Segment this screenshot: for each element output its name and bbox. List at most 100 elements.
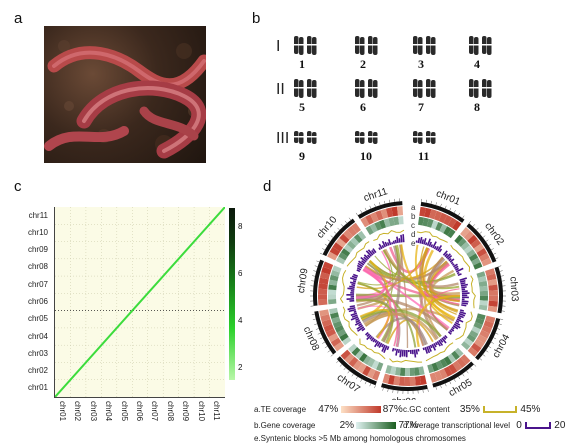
- circos-chr-label: chr01: [434, 188, 462, 208]
- circos-gene-bin: [358, 352, 368, 363]
- circos-gene-bin: [475, 317, 485, 325]
- circos-gene-bin: [439, 358, 448, 368]
- circos-gene-bin: [479, 300, 488, 306]
- circos-te-bin: [347, 226, 357, 237]
- circos-expr-bar: [348, 308, 356, 313]
- circos-tick: [449, 381, 452, 385]
- circos-tick: [473, 364, 477, 367]
- circos-tick: [458, 376, 461, 380]
- dotplot-x-label: chr05: [119, 401, 129, 422]
- circos-te-bin: [470, 238, 482, 249]
- colorbar-tick: 2: [238, 363, 243, 373]
- dotplot-y-label: chr05: [27, 314, 48, 324]
- circos-tick: [440, 203, 442, 207]
- circos-expr-bar: [457, 316, 462, 320]
- legend-expr-symbol: [525, 422, 552, 430]
- dotplot-y-label: chr06: [27, 297, 48, 306]
- chromosome-number-6: 6: [360, 100, 366, 114]
- circos-tick: [337, 227, 340, 231]
- circos-te-bin: [319, 309, 330, 317]
- circos-te-bin: [357, 362, 367, 374]
- chromosome-number-9: 9: [299, 149, 305, 163]
- circos-ideogram-chr09: [313, 259, 324, 306]
- circos-expr-bar: [356, 267, 362, 271]
- dotplot-x-label: chr07: [150, 401, 160, 422]
- chromosome-pair-9: [291, 131, 319, 144]
- circos-gene-bin: [435, 360, 444, 370]
- circos-synteny-ribbon: [364, 261, 449, 282]
- circos-gene-bin: [365, 225, 374, 235]
- circos-gene-bin: [476, 271, 486, 279]
- circos-gene-bin: [473, 262, 483, 270]
- circos-gene-bin: [479, 295, 488, 301]
- circos-gene-bin: [357, 230, 367, 241]
- circos-te-bin: [460, 354, 471, 365]
- circos-synteny-ribbon: [363, 308, 455, 325]
- circos-gene-bin: [390, 366, 397, 375]
- circos-tick: [485, 350, 489, 353]
- panel-label-a: a: [14, 10, 23, 27]
- circos-tick: [374, 385, 376, 389]
- circos-te-bin: [398, 376, 405, 386]
- circos-gc-line: [339, 269, 347, 304]
- circos-te-bin: [375, 210, 384, 221]
- circos-tick: [479, 358, 483, 361]
- circos-te-bin: [467, 346, 479, 357]
- circos-expr-bar: [452, 325, 459, 330]
- circos-te-bin: [409, 376, 416, 386]
- circos-te-bin: [323, 323, 334, 333]
- circos-te-bin: [414, 376, 422, 386]
- circos-expr-bar: [383, 345, 388, 353]
- chromosome-number-5: 5: [299, 100, 305, 114]
- circos-tick: [498, 323, 502, 325]
- dotplot-x-label: chr09: [181, 401, 191, 422]
- circos-gene-bin: [378, 219, 387, 229]
- circos-expr-bar: [460, 282, 466, 285]
- circos-expr-bar: [378, 247, 381, 251]
- circos-te-bin: [488, 295, 498, 302]
- legend-te-label: a.TE coverage: [254, 405, 307, 414]
- circos-synteny-ribbon: [360, 308, 442, 338]
- circos-expr-bar: [381, 244, 385, 249]
- circos-gene-bin: [369, 223, 378, 233]
- circos-tick: [315, 328, 319, 330]
- chromosome-number-10: 10: [360, 149, 372, 163]
- circos-expr-bar: [396, 236, 399, 244]
- circos-expr-bar: [429, 344, 433, 349]
- circos-gene-bin: [334, 324, 345, 333]
- circos-te-bin: [485, 315, 496, 324]
- circos-te-bin: [483, 320, 494, 329]
- circos-tick: [312, 275, 316, 277]
- circos-tick: [339, 364, 343, 367]
- circos-gene-bin: [479, 285, 488, 292]
- circos-tick: [427, 388, 429, 392]
- legend-gene-max: 77%: [398, 420, 419, 431]
- circos-expr-bar: [454, 265, 459, 270]
- colorbar-tick: 4: [238, 316, 243, 326]
- circos-tick: [343, 367, 346, 371]
- circos-expr-bar: [449, 258, 455, 263]
- circos-te-bin: [443, 366, 453, 377]
- legend-te-gradient: [340, 406, 381, 414]
- circos-expr-bar: [425, 242, 428, 246]
- circos-gene-bin: [426, 218, 434, 228]
- circos-te-bin: [424, 207, 432, 218]
- circos-tick: [430, 200, 432, 204]
- chromosome-pair-8: [466, 79, 494, 98]
- circos-expr-bar: [350, 316, 359, 321]
- legend-gene-min: 2%: [339, 420, 355, 431]
- circos-te-bin: [318, 299, 328, 306]
- legend-expr-max: 20: [554, 420, 566, 431]
- circos-tick: [355, 376, 358, 380]
- panel-label-c: c: [14, 178, 22, 195]
- circos-te-bin: [370, 212, 379, 223]
- circos-te-bin: [429, 372, 438, 383]
- circos-expr-bar: [445, 253, 451, 259]
- circos-te-bin: [391, 206, 399, 217]
- circos-gene-bin: [353, 233, 363, 244]
- circos-tick: [330, 354, 334, 357]
- legend-te-min: 47%: [318, 404, 339, 415]
- circos-gene-bin: [376, 361, 384, 372]
- circos-gc-line: [470, 275, 476, 309]
- circos-expr-bar: [356, 264, 363, 269]
